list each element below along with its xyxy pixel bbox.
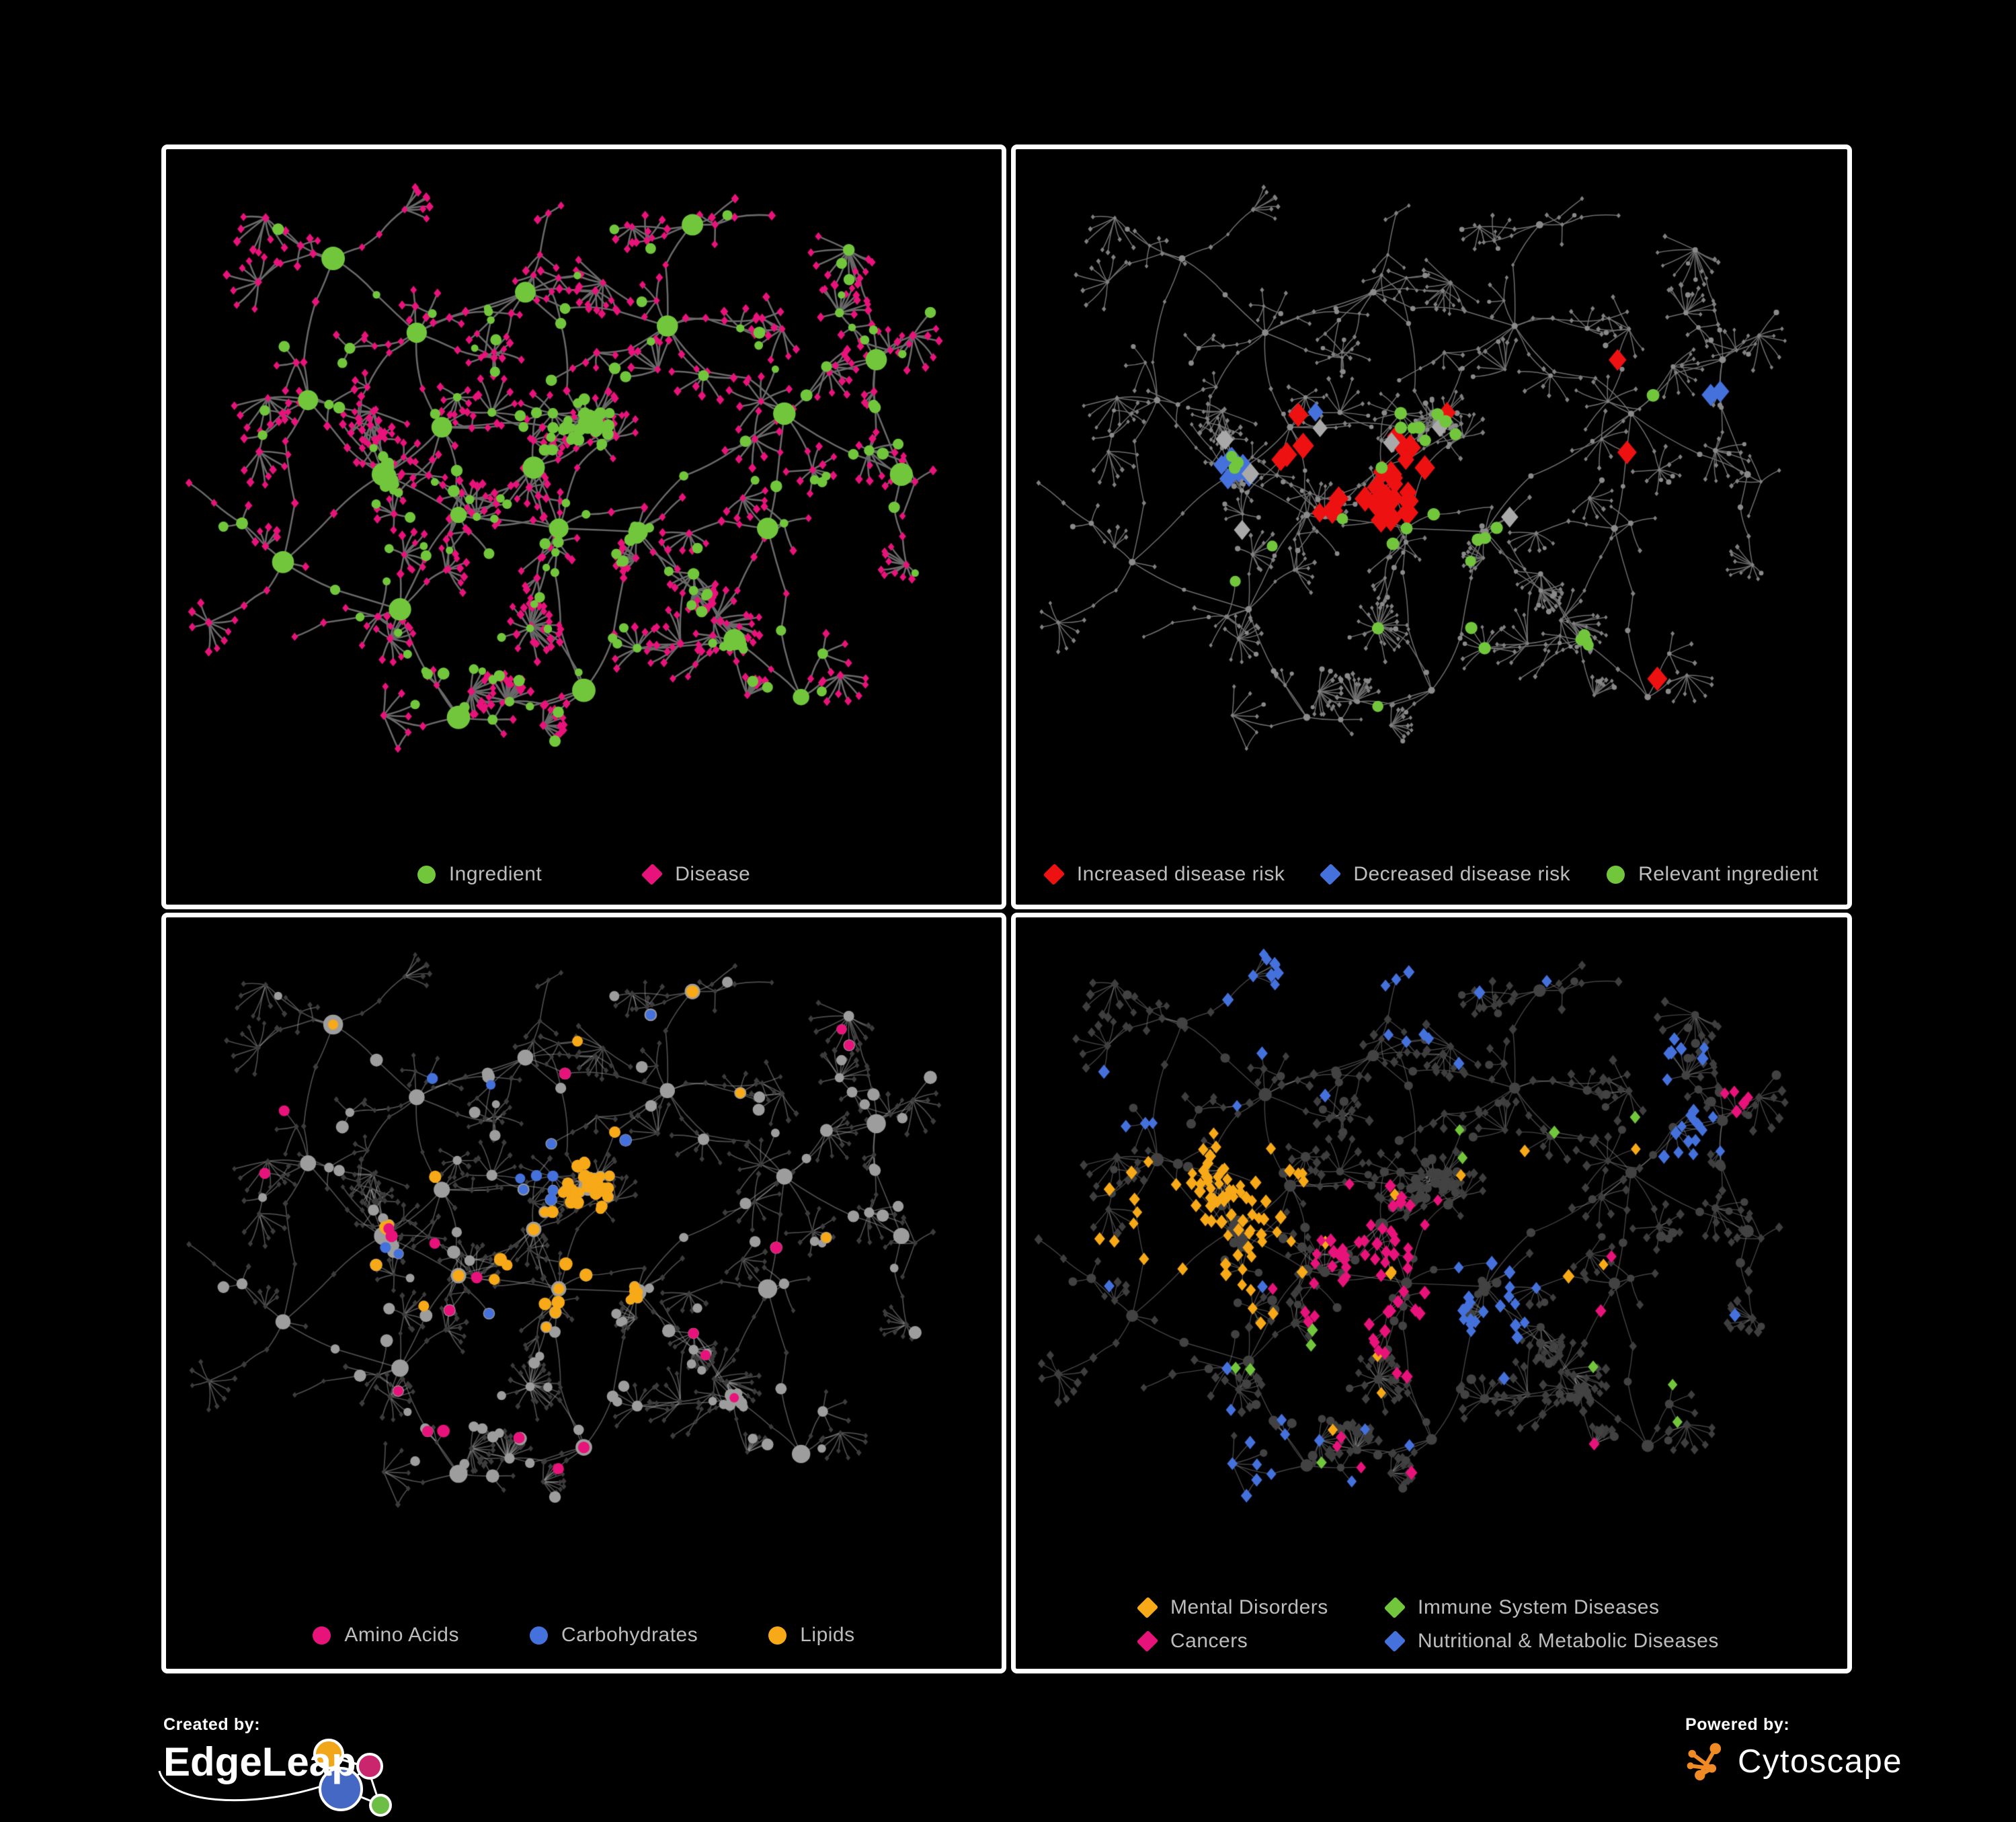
increased-risk-diamond-icon <box>1043 863 1065 886</box>
legend-disease-categories: Mental Disorders Immune System Diseases … <box>1136 1596 1719 1653</box>
edgeleap-logo-row: EdgeLeap <box>158 1739 594 1817</box>
legend-item: Mental Disorders <box>1136 1596 1385 1619</box>
legend-item: Disease <box>641 863 751 886</box>
legend-label: Carbohydrates <box>561 1624 698 1646</box>
legend-label: Nutritional & Metabolic Diseases <box>1418 1630 1719 1652</box>
legend-item: Immune System Diseases <box>1383 1596 1719 1619</box>
legend-label: Lipids <box>800 1624 855 1646</box>
legend-nutrient-classes: Amino Acids Carbohydrates Lipids <box>166 1624 1002 1647</box>
legend-item: Lipids <box>768 1624 854 1647</box>
legend-label: Mental Disorders <box>1170 1596 1328 1618</box>
edgeleap-wordmark: EdgeLeap <box>163 1739 356 1784</box>
legend-label: Relevant ingredient <box>1638 863 1819 885</box>
legend-item: Cancers <box>1136 1630 1385 1653</box>
legend-label: Decreased disease risk <box>1353 863 1571 885</box>
amino-acids-circle-icon <box>313 1626 331 1645</box>
network-canvas-ingredient-disease <box>166 149 1002 905</box>
legend-item: Increased disease risk <box>1043 863 1285 886</box>
panel-nutrient-classes: Amino Acids Carbohydrates Lipids <box>161 913 1006 1673</box>
legend-label: Ingredient <box>448 863 542 885</box>
legend-item: Carbohydrates <box>529 1624 698 1647</box>
powered-by-label: Powered by: <box>1685 1715 1790 1734</box>
decreased-risk-diamond-icon <box>1320 863 1342 886</box>
legend-item: Relevant ingredient <box>1607 863 1818 886</box>
panel-disease-risk: Increased disease risk Decreased disease… <box>1011 144 1852 909</box>
created-by-brand: Created by: EdgeLeap <box>158 1715 594 1817</box>
network-canvas-disease-risk <box>1016 149 1847 905</box>
mental-disorders-diamond-icon <box>1136 1596 1159 1619</box>
created-by-label: Created by: <box>163 1715 261 1734</box>
legend-ingredient-disease: Ingredient Disease <box>166 863 1002 886</box>
legend-item: Nutritional & Metabolic Diseases <box>1383 1630 1719 1653</box>
ingredient-circle-icon <box>417 865 436 884</box>
legend-item: Decreased disease risk <box>1320 863 1571 886</box>
legend-label: Increased disease risk <box>1076 863 1285 885</box>
powered-by-brand: Powered by: Cytoscape <box>1685 1715 1994 1783</box>
legend-item: Amino Acids <box>313 1624 459 1647</box>
cytoscape-logo-icon <box>1687 1743 1722 1781</box>
legend-label: Amino Acids <box>344 1624 459 1646</box>
panel-ingredient-disease: Ingredient Disease <box>161 144 1006 909</box>
legend-label: Cancers <box>1170 1630 1248 1652</box>
edgeleap-logo-icon <box>158 1739 392 1817</box>
cancers-diamond-icon <box>1136 1630 1159 1653</box>
network-canvas-disease-categories <box>1016 917 1847 1669</box>
disease-diamond-icon <box>641 863 663 886</box>
legend-item: Ingredient <box>417 863 542 886</box>
legend-disease-risk: Increased disease risk Decreased disease… <box>1016 863 1847 886</box>
legend-label: Immune System Diseases <box>1418 1596 1660 1618</box>
relevant-ingredient-circle-icon <box>1607 865 1625 884</box>
cytoscape-wordmark: Cytoscape <box>1738 1743 1903 1780</box>
lipids-circle-icon <box>768 1626 787 1645</box>
panel-disease-categories: Mental Disorders Immune System Diseases … <box>1011 913 1852 1673</box>
immune-diseases-diamond-icon <box>1383 1596 1406 1619</box>
nutritional-metabolic-diamond-icon <box>1383 1630 1406 1653</box>
carbohydrates-circle-icon <box>529 1626 548 1645</box>
network-canvas-nutrient-classes <box>166 917 1002 1669</box>
legend-label: Disease <box>675 863 751 885</box>
